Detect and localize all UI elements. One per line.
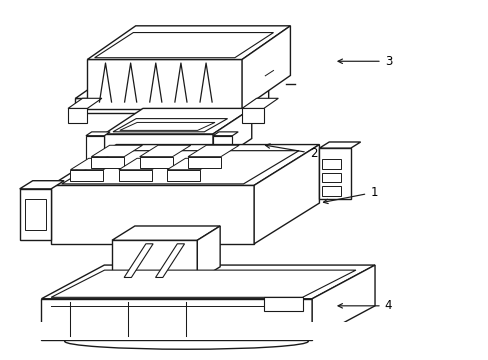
Polygon shape <box>120 122 215 130</box>
Ellipse shape <box>64 333 308 349</box>
Text: 3: 3 <box>337 55 391 68</box>
Polygon shape <box>119 170 151 181</box>
Polygon shape <box>126 279 138 292</box>
Polygon shape <box>197 226 220 281</box>
Polygon shape <box>24 199 46 230</box>
Polygon shape <box>61 151 298 184</box>
Polygon shape <box>167 170 200 181</box>
Polygon shape <box>86 136 104 162</box>
Polygon shape <box>113 118 227 132</box>
Polygon shape <box>242 26 290 109</box>
Polygon shape <box>167 158 218 170</box>
Polygon shape <box>213 132 238 136</box>
Polygon shape <box>51 270 355 297</box>
Polygon shape <box>319 142 360 148</box>
Polygon shape <box>140 145 190 157</box>
Polygon shape <box>119 158 170 170</box>
Polygon shape <box>41 299 311 339</box>
Polygon shape <box>68 98 102 108</box>
Polygon shape <box>254 145 319 244</box>
Polygon shape <box>319 148 350 199</box>
Polygon shape <box>242 98 278 108</box>
Polygon shape <box>264 297 302 311</box>
Polygon shape <box>254 88 268 113</box>
Polygon shape <box>321 186 341 196</box>
Text: 4: 4 <box>337 299 391 312</box>
Polygon shape <box>51 185 254 244</box>
Polygon shape <box>75 99 254 113</box>
Polygon shape <box>20 189 51 240</box>
Polygon shape <box>242 108 264 123</box>
Text: 1: 1 <box>323 186 377 204</box>
Polygon shape <box>188 157 221 168</box>
Polygon shape <box>188 145 239 157</box>
Polygon shape <box>321 172 341 183</box>
Polygon shape <box>17 322 384 339</box>
Polygon shape <box>91 157 124 168</box>
Polygon shape <box>95 32 273 58</box>
Polygon shape <box>70 158 122 170</box>
Polygon shape <box>68 108 87 123</box>
Polygon shape <box>112 240 197 281</box>
Polygon shape <box>87 26 290 59</box>
Text: 2: 2 <box>265 144 317 160</box>
Polygon shape <box>140 157 172 168</box>
Polygon shape <box>91 145 142 157</box>
Polygon shape <box>20 181 64 189</box>
Polygon shape <box>183 279 195 292</box>
Polygon shape <box>112 226 220 240</box>
Polygon shape <box>70 170 103 181</box>
Polygon shape <box>213 136 232 162</box>
Polygon shape <box>86 132 110 136</box>
Polygon shape <box>51 145 319 185</box>
Polygon shape <box>75 88 268 99</box>
Polygon shape <box>321 159 341 169</box>
Polygon shape <box>213 108 251 164</box>
Polygon shape <box>124 244 153 278</box>
Polygon shape <box>104 108 251 134</box>
Polygon shape <box>155 244 184 278</box>
Polygon shape <box>311 265 374 339</box>
Polygon shape <box>41 265 374 299</box>
Polygon shape <box>87 59 242 109</box>
Polygon shape <box>104 134 213 164</box>
